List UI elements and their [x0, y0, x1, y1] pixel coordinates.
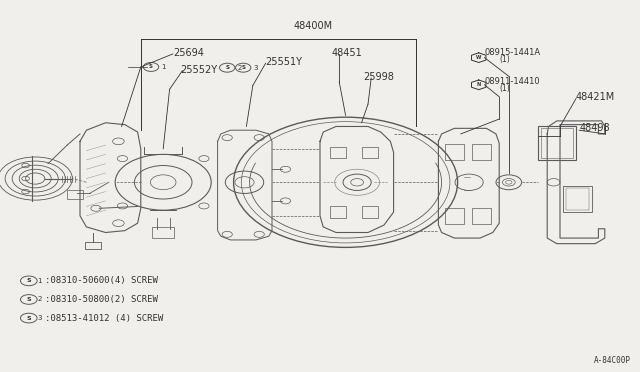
Bar — [541, 128, 573, 158]
Text: 48498: 48498 — [579, 124, 610, 133]
Bar — [566, 188, 589, 210]
Bar — [445, 208, 464, 224]
Text: :08310-50600(4) SCREW: :08310-50600(4) SCREW — [45, 276, 157, 285]
Text: (1): (1) — [499, 84, 510, 93]
Text: 2: 2 — [237, 65, 242, 71]
Text: S: S — [26, 278, 31, 283]
Text: 25551Y: 25551Y — [266, 57, 303, 67]
Text: 08911-14410: 08911-14410 — [484, 77, 540, 86]
Text: 25998: 25998 — [364, 72, 394, 82]
Text: 48421M: 48421M — [576, 92, 615, 102]
Text: 2: 2 — [37, 296, 42, 302]
Text: S: S — [26, 297, 31, 302]
Text: 48400M: 48400M — [294, 21, 333, 31]
Bar — [563, 186, 592, 212]
Bar — [330, 206, 346, 218]
Text: 25552Y: 25552Y — [180, 65, 218, 75]
Bar — [362, 147, 378, 158]
Text: S: S — [225, 65, 229, 70]
Text: :08513-41012 (4) SCREW: :08513-41012 (4) SCREW — [45, 314, 163, 323]
Bar — [472, 144, 491, 160]
Bar — [445, 144, 464, 160]
Text: W: W — [476, 55, 481, 60]
Text: (1): (1) — [499, 55, 510, 64]
Text: N: N — [477, 82, 481, 87]
Bar — [362, 206, 378, 218]
Text: 48451: 48451 — [332, 48, 362, 58]
Text: S: S — [26, 315, 31, 321]
Text: 3: 3 — [37, 315, 42, 321]
Text: 1: 1 — [161, 64, 166, 70]
Text: S: S — [149, 64, 153, 70]
Text: A-84C00P: A-84C00P — [593, 356, 630, 365]
Bar — [85, 242, 101, 249]
Bar — [152, 227, 174, 238]
Text: 25694: 25694 — [173, 48, 204, 58]
Bar — [538, 126, 576, 160]
Text: 08915-1441A: 08915-1441A — [484, 48, 541, 57]
Bar — [330, 147, 346, 158]
Text: :08310-50800(2) SCREW: :08310-50800(2) SCREW — [45, 295, 157, 304]
Bar — [67, 190, 83, 199]
Bar — [472, 208, 491, 224]
Text: 1: 1 — [37, 278, 42, 284]
Text: 3: 3 — [253, 65, 258, 71]
Text: S: S — [241, 65, 245, 70]
